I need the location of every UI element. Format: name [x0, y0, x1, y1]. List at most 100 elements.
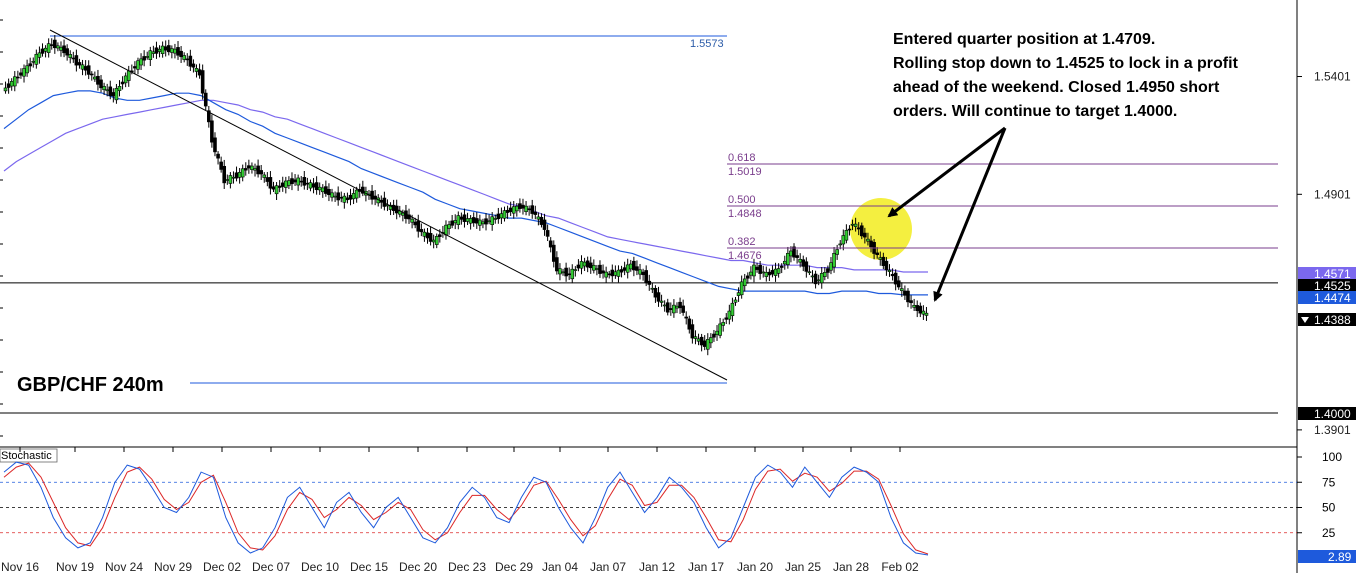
- candle: [210, 114, 214, 148]
- candle-body: [650, 287, 655, 290]
- candle-body: [755, 266, 759, 270]
- candle: [163, 40, 168, 57]
- candle: [6, 78, 11, 94]
- candle-body: [197, 69, 202, 76]
- candle: [521, 198, 525, 215]
- candle: [699, 333, 704, 352]
- candle-body: [22, 68, 26, 77]
- candle: [653, 285, 658, 303]
- fib-price-label: 1.5019: [728, 166, 762, 178]
- candle-body: [585, 260, 590, 268]
- fast-moving-average: [3, 90, 928, 296]
- price-tag-label: 1.4474: [1314, 291, 1351, 305]
- candle: [262, 172, 267, 183]
- candle: [644, 265, 648, 287]
- candle: [456, 211, 461, 230]
- candle: [813, 270, 818, 289]
- price-axis: 1.5401 1.4901 1.3901: [1297, 70, 1351, 437]
- candle-body: [25, 65, 29, 74]
- candle: [561, 268, 565, 276]
- time-tick-label: Nov 24: [105, 560, 143, 573]
- candle: [915, 300, 920, 318]
- candle-body: [622, 267, 627, 271]
- current-price-marker: [1301, 317, 1309, 323]
- candle-body: [89, 73, 94, 76]
- candle-body: [610, 269, 615, 277]
- candle-body: [576, 264, 581, 269]
- candle-body: [219, 161, 223, 170]
- candle-body: [810, 275, 815, 278]
- candle-body: [669, 308, 673, 311]
- time-tick-label: Dec 15: [350, 560, 388, 573]
- candle-body: [151, 51, 156, 54]
- candle: [487, 214, 491, 225]
- candle-body: [247, 165, 251, 169]
- candle-body: [570, 268, 575, 280]
- candle: [361, 180, 365, 197]
- candle-body: [330, 192, 334, 198]
- candle-body: [222, 165, 227, 184]
- candle: [635, 260, 639, 276]
- candle: [619, 265, 624, 278]
- candle-body: [770, 270, 775, 275]
- candle-body: [93, 76, 97, 80]
- candle-body: [274, 185, 279, 195]
- candle: [921, 305, 926, 320]
- candle-body: [34, 53, 39, 65]
- candle-body: [804, 261, 809, 272]
- candle: [34, 49, 39, 69]
- candle-body: [40, 48, 45, 54]
- candle-body: [903, 290, 907, 296]
- candle: [551, 240, 556, 268]
- candle-body: [428, 233, 433, 242]
- fib-ratio-label: 0.618: [728, 152, 756, 164]
- candle-body: [339, 196, 344, 199]
- candle-body: [28, 63, 32, 67]
- candle: [524, 201, 528, 216]
- candle: [157, 45, 162, 58]
- candle: [675, 302, 679, 314]
- time-tick-label: Dec 20: [399, 560, 437, 573]
- candle: [481, 218, 485, 229]
- candle: [502, 206, 507, 222]
- candle-body: [296, 177, 300, 186]
- candle-body: [444, 224, 448, 236]
- candle-body: [715, 330, 719, 336]
- candle: [579, 255, 584, 275]
- candle: [290, 172, 294, 191]
- candle: [25, 59, 29, 77]
- moving-averages: [3, 90, 928, 296]
- candle-body: [96, 75, 100, 85]
- candle: [527, 205, 531, 216]
- candle-body: [126, 70, 131, 81]
- candle: [173, 43, 177, 59]
- candle-body: [160, 45, 165, 55]
- candle-body: [918, 305, 923, 314]
- candle-body: [638, 269, 642, 275]
- candle: [709, 333, 713, 349]
- candle: [37, 46, 42, 64]
- candle: [795, 249, 799, 264]
- candle-body: [284, 180, 288, 188]
- candle-body: [62, 45, 66, 54]
- candle: [31, 57, 36, 68]
- candle: [345, 192, 350, 204]
- candle: [570, 264, 575, 284]
- candle-body: [807, 271, 812, 274]
- candle: [900, 282, 904, 297]
- candle-body: [59, 46, 63, 51]
- candle: [133, 61, 137, 75]
- candle-body: [681, 305, 685, 313]
- time-tick-label: Jan 07: [590, 560, 626, 573]
- candle: [779, 263, 784, 274]
- candle: [148, 46, 153, 67]
- candle: [3, 81, 8, 94]
- candle: [585, 256, 590, 273]
- candle: [219, 156, 223, 173]
- candle: [102, 82, 106, 95]
- candle: [268, 171, 273, 195]
- candle: [749, 266, 753, 280]
- candle-body: [863, 232, 867, 238]
- candle-body: [191, 63, 196, 68]
- candle: [536, 212, 541, 226]
